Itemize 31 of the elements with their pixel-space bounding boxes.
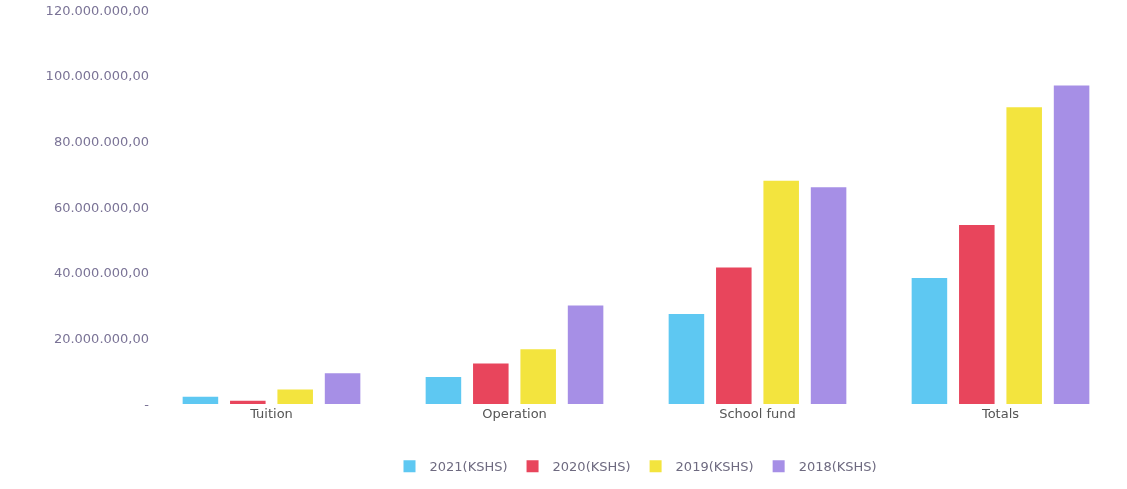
legend-label: 2020(KSHS): [552, 459, 631, 475]
bar: [567, 305, 604, 404]
bar: [716, 267, 752, 404]
y-tick-label: 20.000.000,00: [53, 330, 149, 346]
bar: [668, 314, 705, 404]
legend-label: 2018(KSHS): [798, 459, 877, 475]
legend-label: 2019(KSHS): [675, 459, 754, 475]
x-tick-label: Totals: [980, 406, 1020, 421]
bar: [1053, 85, 1090, 404]
y-tick-label: 40.000.000,00: [53, 265, 149, 281]
y-tick-label: 100.000.000,00: [45, 68, 149, 84]
bar: [959, 225, 995, 404]
bar: [230, 400, 266, 404]
bar: [182, 396, 219, 404]
bar: [324, 373, 361, 404]
x-tick-label: Operation: [482, 406, 547, 421]
bar: [425, 377, 462, 404]
y-tick-label: 120.000.000,00: [45, 2, 149, 18]
bar: [911, 277, 948, 404]
bar: [473, 363, 509, 404]
bar: [1006, 107, 1042, 404]
x-tick-label: Tuition: [249, 406, 293, 421]
legend-label: 2021(KSHS): [429, 459, 508, 475]
y-tick-label: 60.000.000,00: [53, 199, 149, 215]
bar: [763, 180, 799, 404]
bar: [277, 389, 313, 404]
bar: [810, 187, 847, 404]
bar: [520, 349, 556, 404]
x-tick-label: School fund: [719, 406, 796, 421]
y-tick-label: 80.000.000,00: [53, 133, 149, 149]
y-tick-label: -: [144, 396, 150, 412]
